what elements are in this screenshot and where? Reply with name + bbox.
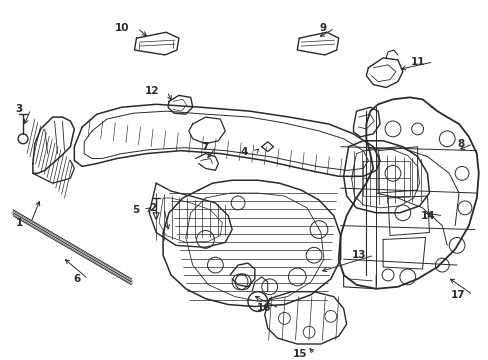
Text: 12: 12 (144, 86, 159, 96)
Text: 16: 16 (257, 303, 271, 314)
Text: 10: 10 (115, 23, 129, 33)
Text: 15: 15 (292, 349, 306, 359)
Text: 8: 8 (457, 139, 464, 149)
Text: 14: 14 (420, 211, 434, 221)
Text: 9: 9 (319, 23, 326, 33)
Text: 13: 13 (351, 250, 366, 260)
Text: 1: 1 (16, 218, 23, 228)
Text: 2: 2 (149, 203, 156, 213)
Text: 6: 6 (73, 274, 80, 284)
Text: 3: 3 (16, 104, 23, 114)
Text: 7: 7 (201, 142, 208, 152)
Text: 5: 5 (132, 205, 139, 215)
Text: 11: 11 (410, 57, 425, 67)
Text: 17: 17 (449, 290, 464, 300)
Text: 4: 4 (240, 147, 247, 157)
